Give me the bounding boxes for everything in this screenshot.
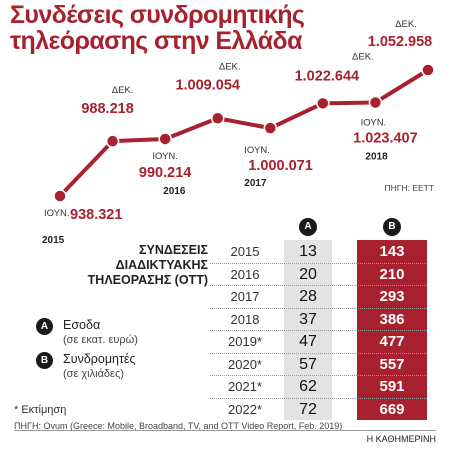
row-subscribers: 386 bbox=[379, 310, 405, 328]
ott-table-title: ΣΥΝΔΕΣΕΙΣ ΔΙΑΔΙΚΤΥΑΚΗΣ ΤΗΛΕΟΡΑΣΗΣ (OTT) bbox=[58, 243, 208, 288]
year-label-6: 2018 bbox=[365, 151, 388, 162]
row-year: 2018 bbox=[230, 311, 260, 327]
month-label-3: ΔΕΚ. bbox=[219, 61, 241, 72]
row-divider bbox=[210, 307, 427, 309]
month-label-7: ΔΕΚ. bbox=[395, 19, 417, 30]
table-row: 2021* 62 591 bbox=[210, 376, 427, 399]
value-label-3: 1.009.054 bbox=[175, 77, 240, 93]
ott-title-line1: ΣΥΝΔΕΣΕΙΣ bbox=[138, 243, 208, 257]
table-row: 2020* 57 557 bbox=[210, 354, 427, 376]
chart-title-line1: Συνδέσεις συνδρομητικής bbox=[10, 1, 305, 29]
legend-a-unit: (σε εκατ. ευρώ) bbox=[63, 334, 138, 346]
row-revenue: 72 bbox=[299, 400, 317, 418]
table-row: 2015 13 143 bbox=[210, 241, 427, 264]
value-label-7: 1.052.958 bbox=[368, 34, 433, 50]
legend-a-marker: A bbox=[36, 318, 53, 335]
row-subscribers: 591 bbox=[379, 378, 405, 395]
month-label-5: ΔΕΚ. bbox=[352, 51, 374, 62]
table-row: 2018 37 386 bbox=[210, 309, 427, 331]
legend-b-marker: B bbox=[36, 352, 53, 369]
footer-divider bbox=[14, 430, 436, 431]
data-point-1 bbox=[105, 134, 120, 148]
table-source: ΠΗΓΗ: Ovum (Greece: Mobile, Broadband, T… bbox=[14, 421, 343, 431]
column-a-header: A bbox=[299, 218, 317, 236]
row-divider bbox=[210, 285, 427, 286]
row-revenue: 57 bbox=[299, 355, 317, 373]
row-year: 2017 bbox=[230, 289, 260, 304]
value-label-4: 1.000.071 bbox=[248, 158, 313, 174]
month-label-6: ΙΟΥΝ. bbox=[361, 117, 387, 128]
data-point-7 bbox=[421, 63, 435, 77]
row-revenue: 13 bbox=[299, 243, 317, 260]
row-revenue: 62 bbox=[299, 378, 317, 395]
row-year: 2021* bbox=[228, 379, 262, 394]
table-row: 2022* 72 669 bbox=[210, 399, 427, 422]
data-point-6 bbox=[368, 95, 383, 110]
column-b-header: B bbox=[383, 218, 401, 236]
line-chart: ΙΟΥΝ. 938.3212015ΔΕΚ.988.218ΙΟΥΝ.990.2142… bbox=[42, 19, 435, 246]
value-label-0: 938.321 bbox=[70, 207, 122, 223]
row-subscribers: 293 bbox=[379, 288, 405, 305]
month-label-1: ΔΕΚ. bbox=[112, 85, 134, 96]
value-label-2: 990.214 bbox=[139, 165, 191, 181]
table-row: 2017 28 293 bbox=[210, 286, 427, 309]
data-point-0 bbox=[53, 189, 67, 203]
row-subscribers: 557 bbox=[379, 355, 405, 373]
year-label-4: 2017 bbox=[244, 178, 267, 189]
row-revenue: 28 bbox=[299, 288, 317, 305]
table-row: 2016 20 210 bbox=[210, 264, 427, 286]
row-divider bbox=[210, 262, 427, 264]
month-label-0: ΙΟΥΝ. bbox=[44, 208, 70, 219]
value-label-6: 1.023.407 bbox=[353, 130, 418, 146]
row-year: 2016 bbox=[230, 266, 260, 282]
row-divider bbox=[210, 330, 427, 331]
ott-title-line2: ΔΙΑΔΙΚΤΥΑΚΗΣ bbox=[115, 258, 208, 272]
row-divider bbox=[210, 397, 427, 399]
row-revenue: 47 bbox=[299, 333, 317, 350]
line-chart-source: ΠΗΓΗ: ΕΕΤΤ bbox=[384, 183, 434, 193]
row-divider bbox=[210, 352, 427, 354]
row-subscribers: 669 bbox=[379, 400, 405, 418]
year-label-2: 2016 bbox=[163, 186, 186, 197]
row-year: 2022* bbox=[228, 401, 262, 417]
data-point-2 bbox=[158, 132, 172, 146]
row-revenue: 20 bbox=[299, 265, 317, 283]
data-point-4 bbox=[263, 121, 278, 135]
row-subscribers: 477 bbox=[379, 333, 405, 350]
ott-title-line3: ΤΗΛΕΟΡΑΣΗΣ (OTT) bbox=[87, 273, 208, 287]
value-label-5: 1.022.644 bbox=[295, 68, 360, 84]
row-year: 2020* bbox=[228, 356, 262, 372]
year-label-0: 2015 bbox=[42, 235, 65, 246]
publisher-credit: Η ΚΑΘΗΜΕΡΙΝΗ bbox=[366, 434, 436, 444]
row-subscribers: 143 bbox=[379, 243, 405, 260]
legend-a-label: Εσοδα bbox=[63, 318, 101, 332]
row-year: 2015 bbox=[230, 244, 260, 259]
data-point-5 bbox=[316, 96, 330, 111]
legend-b-label: Συνδρομητές bbox=[63, 352, 136, 366]
estimate-footnote: * Εκτίμηση bbox=[14, 404, 67, 416]
month-label-2: ΙΟΥΝ. bbox=[152, 151, 178, 162]
row-divider bbox=[210, 375, 427, 376]
data-point-3 bbox=[210, 111, 225, 126]
row-revenue: 37 bbox=[299, 310, 317, 328]
month-label-4: ΙΟΥΝ. bbox=[244, 145, 270, 156]
series-line bbox=[58, 68, 430, 198]
chart-title-line2: τηλεόρασης στην Ελλάδα bbox=[10, 27, 302, 55]
table-row: 2019* 47 477 bbox=[210, 331, 427, 354]
row-year: 2019* bbox=[228, 334, 262, 349]
value-label-1: 988.218 bbox=[81, 101, 133, 117]
legend-b-unit: (σε χιλιάδες) bbox=[63, 368, 124, 380]
row-subscribers: 210 bbox=[379, 265, 405, 283]
